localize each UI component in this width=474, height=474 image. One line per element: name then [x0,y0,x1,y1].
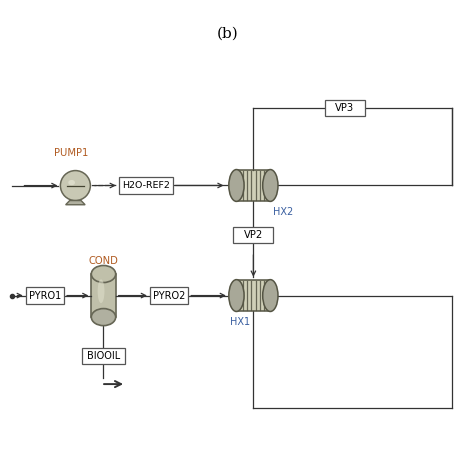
Bar [237,280,270,311]
Bar [325,100,365,116]
Bar [150,287,188,304]
Text: (b): (b) [217,26,238,40]
Text: HX2: HX2 [273,207,293,217]
Polygon shape [65,201,85,205]
Bar [26,287,64,304]
Ellipse shape [68,180,75,185]
Ellipse shape [263,170,278,201]
Text: PYRO2: PYRO2 [153,291,185,301]
Circle shape [60,171,91,201]
Bar [91,274,116,317]
Text: PUMP1: PUMP1 [54,148,88,158]
Bar [237,170,270,201]
Bar [82,348,125,365]
Text: COND: COND [89,255,118,265]
Ellipse shape [98,279,104,303]
Ellipse shape [229,170,244,201]
Text: PYRO1: PYRO1 [29,291,61,301]
Text: HX1: HX1 [230,317,250,327]
Text: VP3: VP3 [335,103,354,113]
Ellipse shape [263,280,278,311]
Text: VP2: VP2 [244,230,263,240]
Bar [234,227,273,243]
Bar [118,177,173,194]
Text: H2O-REF2: H2O-REF2 [122,181,170,190]
Ellipse shape [91,309,116,326]
Ellipse shape [91,265,116,283]
Text: BIOOIL: BIOOIL [87,351,120,362]
Ellipse shape [229,280,244,311]
